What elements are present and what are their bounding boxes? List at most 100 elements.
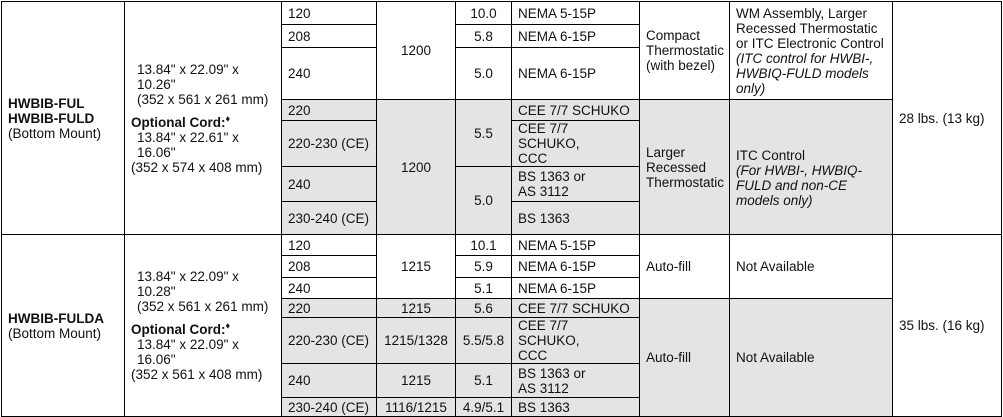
heater-type-cell: Larger Recessed Thermostatic [639, 99, 730, 235]
mount-type: (Bottom Mount) [8, 325, 102, 341]
plug-cell: NEMA 5-15P [511, 234, 640, 256]
volts-cell: 120 [281, 1, 377, 25]
heater-type-cell: Auto-fill [639, 234, 730, 299]
table-row: 240 5.0 NEMA 6-15P [2, 47, 1002, 100]
table-row: 220 1215 5.6 CEE 7/7 SCHUKO Auto-fill No… [2, 298, 1002, 417]
amps-cell: 10.1 [455, 234, 512, 256]
optional-cord-label: Optional Cord: [131, 322, 226, 337]
model-name: HWBIB-FULD [8, 110, 95, 126]
volts-cell: 208 [281, 255, 377, 278]
model-cell: HWBIB-FULDA (Bottom Mount) [1, 234, 125, 417]
options-note: (For HWBI-, HWBIQ-FULD and non-CE models… [736, 163, 862, 208]
volts-cell: 240 [281, 363, 377, 398]
watts-cell: 1215 [376, 298, 456, 318]
options-cell: Not Available [729, 234, 893, 299]
watts-cell: 1200 [376, 99, 456, 235]
amps-cell: 4.9/5.1 [455, 397, 512, 417]
plug-cell: NEMA 6-15P [511, 24, 640, 48]
amps-cell: 5.1 [455, 277, 512, 299]
plug-cell: NEMA 6-15P [511, 277, 640, 299]
table-row: 240 5.0 BS 1363 or AS 3112 [2, 166, 1002, 235]
watts-cell: 1215 [376, 363, 456, 398]
plug-line: CEE 7/7 SCHUKO, [518, 121, 580, 152]
dimensions-cell: 13.84" x 22.09" x 10.26" (352 x 561 x 26… [124, 1, 282, 235]
table-row: 208 5.9 NEMA 6-15P [2, 255, 1002, 278]
diamond-icon: ♦ [225, 320, 231, 331]
dimensions-mm: (352 x 561 x 261 mm) [137, 299, 269, 314]
plug-cell: CEE 7/7 SCHUKO [511, 99, 640, 121]
options-cell: Not Available [729, 298, 893, 417]
plug-cell: NEMA 6-15P [511, 255, 640, 278]
weight-cell: 28 lbs. (13 kg) [892, 1, 1002, 235]
amps-cell: 5.0 [455, 166, 512, 235]
optional-cord-label: Optional Cord: [131, 114, 226, 130]
amps-cell: 5.0 [455, 47, 512, 100]
model-name: HWBIB-FUL [8, 95, 85, 111]
model-cell: HWBIB-FUL HWBIB-FULD (Bottom Mount) [1, 1, 125, 235]
options-cell: WM Assembly, Larger Recessed Thermostati… [729, 1, 893, 100]
heater-type-cell: Auto-fill [639, 298, 730, 417]
watts-cell: 1215/1328 [376, 317, 456, 364]
cord-dimensions-in: 13.84" x 22.61" x 16.06" [137, 129, 239, 160]
table-row: HWBIB-FULDA (Bottom Mount) 13.84" x 22.0… [1, 234, 1002, 417]
plug-line: CCC [518, 151, 548, 166]
table-row: HWBIB-FUL HWBIB-FULD (Bottom Mount) 13.8… [1, 1, 1002, 235]
watts-cell: 1200 [376, 1, 456, 100]
plug-cell: CEE 7/7 SCHUKO, CCC [511, 317, 640, 364]
model-name: HWBIB-FULDA [8, 310, 104, 326]
cord-dimensions-mm: (352 x 561 x 408 mm) [131, 367, 263, 382]
plug-line: BS 1363 or [518, 169, 586, 184]
plug-cell: CEE 7/7 SCHUKO [511, 298, 640, 318]
plug-line: AS 3112 [518, 380, 569, 396]
volts-cell: 230-240 (CE) [281, 397, 377, 417]
watts-cell: 1215 [376, 234, 456, 299]
volts-cell: 240 [281, 47, 377, 100]
volts-cell: 120 [281, 234, 377, 256]
volts-cell: 240 [281, 166, 377, 202]
table-row: 220-230 (CE) 1215/1328 5.5/5.8 CEE 7/7 S… [2, 317, 1002, 364]
mount-type: (Bottom Mount) [8, 125, 102, 141]
weight-cell: 35 lbs. (16 kg) [892, 234, 1002, 417]
dimensions-mm: (352 x 561 x 261 mm) [137, 91, 269, 107]
amps-cell: 5.5 [455, 99, 512, 167]
plug-cell: BS 1363 [511, 201, 640, 235]
table-row: 230-240 (CE) BS 1363 [2, 201, 1002, 235]
volts-cell: 240 [281, 277, 377, 299]
dimensions-in: 13.84" x 22.09" x 10.26" [137, 61, 239, 92]
amps-cell: 5.1 [455, 363, 512, 398]
volts-cell: 208 [281, 24, 377, 48]
options-cell: ITC Control (For HWBI-, HWBIQ-FULD and n… [729, 99, 893, 235]
plug-cell: NEMA 6-15P [511, 47, 640, 100]
plug-line: CCC [518, 348, 548, 363]
table-row: 240 1215 5.1 BS 1363 or AS 3112 [2, 363, 1002, 398]
table-row: 220-230 (CE) CEE 7/7 SCHUKO, CCC [2, 120, 1002, 167]
plug-cell: BS 1363 [511, 397, 640, 417]
amps-cell: 5.6 [455, 298, 512, 318]
watts-cell: 1116/1215 [376, 397, 456, 417]
cord-dimensions-mm: (352 x 574 x 408 mm) [131, 159, 263, 175]
table-row: 240 5.1 NEMA 6-15P [2, 277, 1002, 299]
table-row: 208 5.8 NEMA 6-15P [2, 24, 1002, 48]
volts-cell: 220-230 (CE) [281, 120, 377, 167]
volts-cell: 220 [281, 99, 377, 121]
heater-type-cell: Compact Thermostatic (with bezel) [639, 1, 730, 100]
dimensions-in: 13.84" x 22.09" x 10.28" [137, 269, 239, 299]
plug-cell: CEE 7/7 SCHUKO, CCC [511, 120, 640, 167]
plug-line: CEE 7/7 SCHUKO, [518, 318, 580, 349]
amps-cell: 5.9 [455, 255, 512, 278]
plug-cell: BS 1363 or AS 3112 [511, 363, 640, 398]
plug-line: AS 3112 [518, 184, 569, 199]
plug-cell: NEMA 5-15P [511, 1, 640, 25]
diamond-icon: ♦ [225, 113, 231, 123]
volts-cell: 220 [281, 298, 377, 318]
options-text: ITC Control [736, 148, 806, 163]
plug-line: BS 1363 or [518, 365, 586, 381]
cord-dimensions-in: 13.84" x 22.09" x 16.06" [137, 337, 239, 367]
volts-cell: 220-230 (CE) [281, 317, 377, 364]
amps-cell: 10.0 [455, 1, 512, 25]
dimensions-cell: 13.84" x 22.09" x 10.28" (352 x 561 x 26… [124, 234, 282, 417]
options-note: (ITC control for HWBI-, HWBIQ-FULD model… [736, 50, 874, 96]
amps-cell: 5.8 [455, 24, 512, 48]
volts-cell: 230-240 (CE) [281, 201, 377, 235]
